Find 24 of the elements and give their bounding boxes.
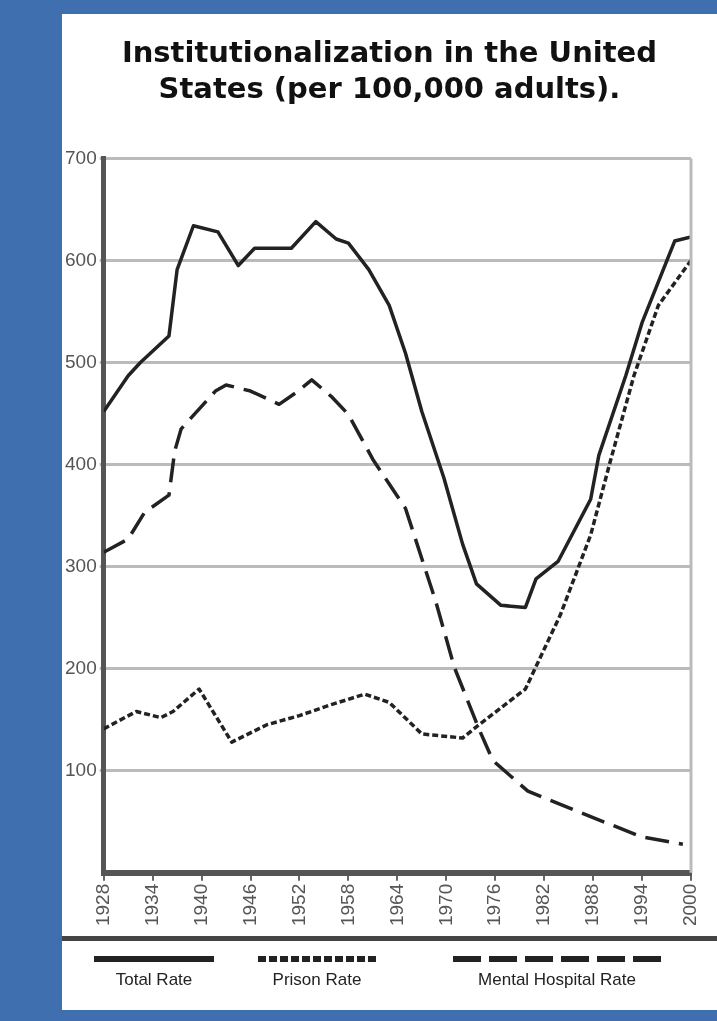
legend-label: Mental Hospital Rate bbox=[478, 970, 636, 989]
x-tick-label: 2000 bbox=[679, 883, 701, 927]
x-tick-label: 1988 bbox=[581, 883, 603, 927]
legend-label: Total Rate bbox=[115, 970, 193, 989]
x-tick-label: 1940 bbox=[189, 883, 211, 927]
x-tick-label: 1934 bbox=[140, 883, 162, 927]
y-tick-label: 500 bbox=[65, 350, 97, 372]
x-tick-label: 1928 bbox=[91, 883, 113, 927]
x-tick-label: 1964 bbox=[385, 883, 407, 927]
x-tick-label: 1982 bbox=[532, 883, 554, 927]
y-tick-label: 600 bbox=[65, 248, 97, 270]
x-tick-label: 1994 bbox=[630, 883, 652, 927]
y-tick-label: 200 bbox=[65, 656, 97, 678]
y-tick-label: 700 bbox=[65, 146, 97, 168]
y-tick-label: 400 bbox=[65, 452, 97, 474]
x-tick-label: 1952 bbox=[287, 883, 309, 927]
x-tick-label: 1958 bbox=[336, 883, 358, 927]
y-tick-label: 100 bbox=[65, 758, 97, 780]
x-tick-label: 1946 bbox=[238, 883, 260, 927]
x-tick-label: 1970 bbox=[434, 883, 456, 927]
legend-label: Prison Rate bbox=[272, 970, 362, 989]
y-tick-label: 300 bbox=[65, 554, 97, 576]
chart-title: Institutionalization in the United States (per 100,000 adults). bbox=[120, 34, 659, 106]
x-tick-label: 1976 bbox=[483, 883, 505, 927]
